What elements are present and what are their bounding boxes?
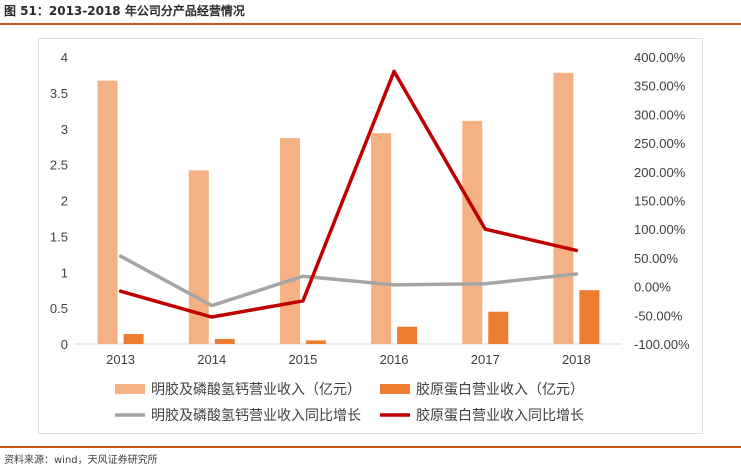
right-axis-tick-label: 50.00% — [634, 251, 679, 266]
legend-label: 明胶及磷酸氢钙营业收入同比增长 — [151, 407, 361, 424]
right-axis-tick-label: 350.00% — [634, 79, 686, 94]
figure-title: 图 51：2013-2018 年公司分产品经营情况 — [4, 4, 245, 18]
footer-rule — [0, 446, 741, 448]
legend-label: 胶原蛋白营业收入（亿元） — [416, 381, 584, 398]
source-note: 资料来源：wind，天风证券研究所 — [4, 455, 158, 466]
legend-swatch — [380, 384, 410, 394]
bar — [371, 133, 392, 344]
left-axis-tick-label: 3 — [61, 122, 68, 137]
left-axis-tick-label: 1.5 — [50, 229, 68, 244]
x-axis-tick-label: 2014 — [197, 352, 226, 367]
right-axis-tick-label: -100.00% — [634, 337, 690, 352]
left-axis-tick-label: 0 — [61, 337, 68, 352]
bar — [279, 138, 300, 344]
left-axis-tick-label: 0.5 — [50, 301, 68, 316]
chart-frame — [38, 38, 703, 434]
bar — [462, 120, 483, 344]
x-axis-tick-label: 2015 — [288, 352, 317, 367]
right-axis-tick-label: 250.00% — [634, 136, 686, 151]
bar — [553, 72, 574, 344]
right-axis-tick-label: -50.00% — [634, 308, 683, 323]
bar — [488, 311, 509, 344]
right-axis-tick-label: 400.00% — [634, 50, 686, 65]
bar — [188, 170, 209, 344]
x-axis-tick-label: 2013 — [106, 352, 135, 367]
series-line — [118, 254, 579, 308]
series-line — [118, 69, 579, 319]
bar — [305, 340, 326, 344]
left-axis-tick-label: 1 — [61, 265, 68, 280]
left-axis-tick-label: 4 — [61, 50, 68, 65]
legend-swatch — [115, 384, 145, 394]
left-axis-tick-label: 2 — [61, 194, 68, 209]
right-axis-tick-label: 300.00% — [634, 107, 686, 122]
bar — [214, 338, 235, 344]
right-axis-tick-label: 100.00% — [634, 222, 686, 237]
x-axis-tick-label: 2018 — [562, 352, 591, 367]
right-axis-tick-label: 150.00% — [634, 194, 686, 209]
left-axis-tick-label: 3.5 — [50, 86, 68, 101]
title-rule — [0, 23, 741, 25]
left-axis-tick-label: 2.5 — [50, 158, 68, 173]
right-axis-tick-label: 0.00% — [634, 280, 671, 295]
bar — [97, 80, 118, 345]
legend-label: 明胶及磷酸氢钙营业收入（亿元） — [151, 381, 361, 398]
legend-label: 胶原蛋白营业收入同比增长 — [416, 407, 584, 424]
bar — [579, 290, 600, 344]
bar — [397, 326, 418, 344]
right-axis-tick-label: 200.00% — [634, 165, 686, 180]
x-axis-tick-label: 2017 — [471, 352, 500, 367]
x-axis-tick-label: 2016 — [380, 352, 409, 367]
bar — [123, 333, 144, 344]
